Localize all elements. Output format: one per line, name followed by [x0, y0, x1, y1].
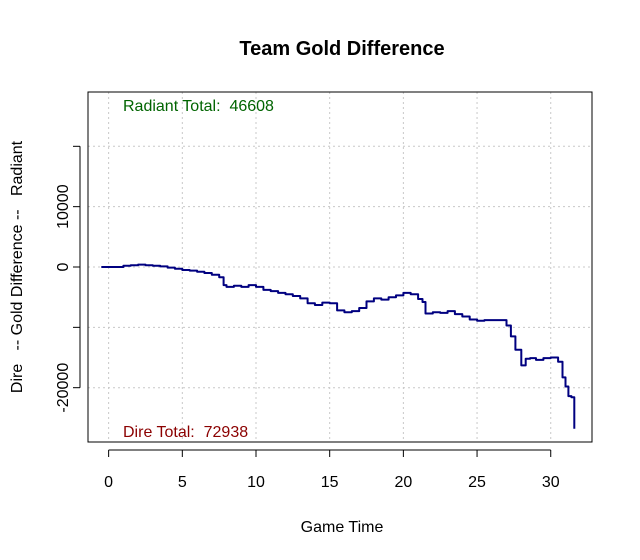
dire-total-annotation: Dire Total: 72938: [123, 424, 248, 441]
x-axis: 0 5 10 15 20 25 30: [104, 449, 560, 491]
series-layer: [101, 263, 576, 429]
x-axis-label: Game Time: [301, 519, 384, 536]
y-axis-label: Dire -- Gold Difference -- Radiant: [9, 140, 26, 393]
x-tick-label: 10: [247, 474, 265, 491]
plot-frame: [87, 91, 593, 443]
grid: [88, 92, 592, 442]
x-tick-label: 15: [321, 474, 339, 491]
y-axis: -20000 0 10000: [55, 145, 81, 413]
radiant-total-annotation: Radiant Total: 46608: [123, 98, 274, 115]
chart-title: Team Gold Difference: [239, 38, 444, 60]
x-tick-label: 25: [468, 474, 486, 491]
x-tick-label: 30: [542, 474, 560, 491]
gold-difference-line: [101, 263, 576, 429]
y-tick-label: 10000: [55, 184, 72, 229]
y-tick-label: 0: [55, 262, 72, 271]
x-tick-label: 5: [178, 474, 187, 491]
x-tick-label: 20: [394, 474, 412, 491]
y-tick-label: -20000: [55, 363, 72, 413]
x-tick-label: 0: [104, 474, 113, 491]
